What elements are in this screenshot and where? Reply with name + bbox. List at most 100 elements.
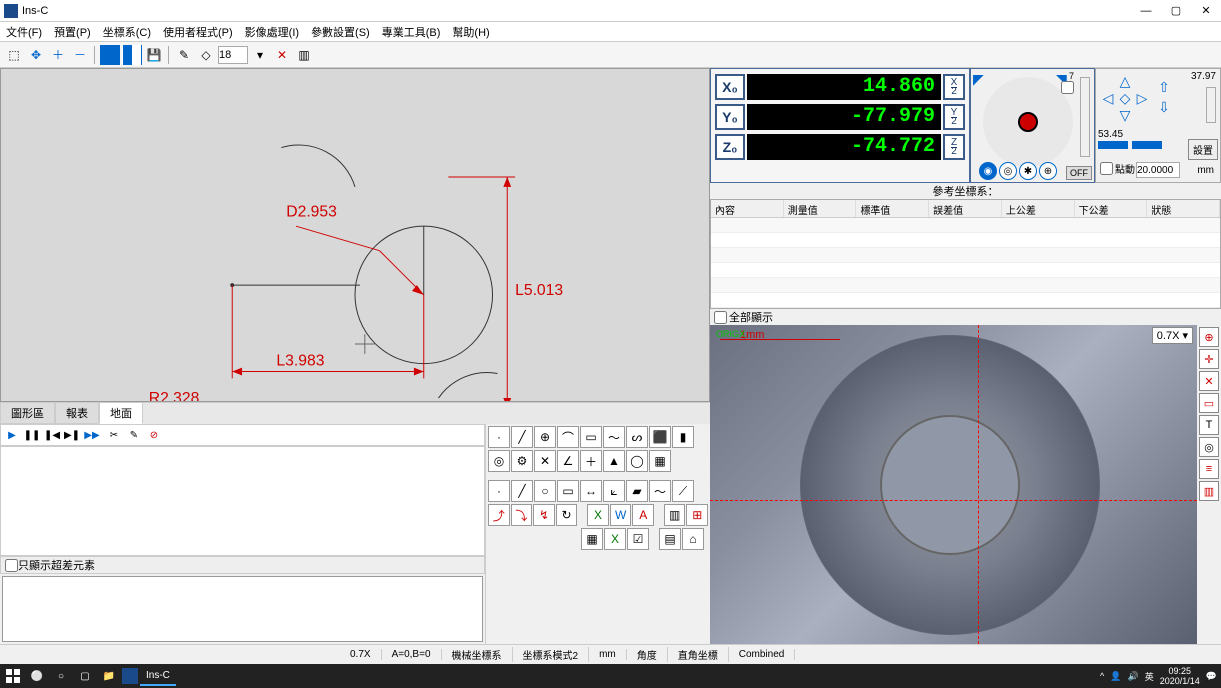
menu-file[interactable]: 文件(F) bbox=[0, 22, 48, 42]
cam-tool-cross-icon[interactable]: ✛ bbox=[1199, 349, 1219, 369]
tool-arc-icon[interactable]: ⌒ bbox=[557, 426, 579, 448]
focus-checkbox[interactable] bbox=[1061, 81, 1074, 94]
light-vslider[interactable] bbox=[1206, 87, 1216, 123]
mark-button[interactable]: ✎ bbox=[125, 426, 143, 444]
focus-slider[interactable] bbox=[1080, 77, 1090, 157]
tab-ground[interactable]: 地面 bbox=[99, 402, 143, 424]
tool2-wave-icon[interactable]: 〜 bbox=[649, 480, 671, 502]
fast-fwd-button[interactable]: ▶▶ bbox=[83, 426, 101, 444]
table-row[interactable] bbox=[711, 248, 1220, 263]
tool-image-icon[interactable]: ▲ bbox=[603, 450, 625, 472]
tb-partial-icon[interactable] bbox=[122, 45, 142, 65]
focus-mode2-button[interactable]: ◎ bbox=[999, 162, 1017, 180]
status-coord-sys[interactable]: 機械坐標系 bbox=[442, 647, 513, 662]
coord-move-icon[interactable]: ⤵ bbox=[511, 504, 533, 526]
tb-select-icon[interactable]: ⬚ bbox=[4, 45, 24, 65]
tool-angle-icon[interactable]: ∠ bbox=[557, 450, 579, 472]
table-row[interactable] bbox=[711, 263, 1220, 278]
col-error[interactable]: 誤差值 bbox=[929, 200, 1002, 217]
tb-edit-icon[interactable]: ✎ bbox=[174, 45, 194, 65]
col-measured[interactable]: 測量值 bbox=[784, 200, 857, 217]
tool2-circle-icon[interactable]: ○ bbox=[534, 480, 556, 502]
showall-checkbox[interactable] bbox=[714, 311, 727, 324]
tool2-rect-icon[interactable]: ▭ bbox=[557, 480, 579, 502]
menu-coord[interactable]: 坐標系(C) bbox=[97, 22, 157, 42]
cut-button[interactable]: ✂ bbox=[105, 426, 123, 444]
dro-x-axis[interactable]: X₀ bbox=[715, 74, 745, 100]
cam-tool-focus-icon[interactable]: ◎ bbox=[1199, 437, 1219, 457]
tool-curve-icon[interactable]: ᔕ bbox=[626, 426, 648, 448]
tool2-dist-icon[interactable]: ↔ bbox=[580, 480, 602, 502]
cam-tool-target-icon[interactable]: ⊕ bbox=[1199, 327, 1219, 347]
light-slider2[interactable] bbox=[1132, 141, 1162, 149]
close-button[interactable]: ✕ bbox=[1191, 0, 1221, 22]
tool-line-icon[interactable]: ╱ bbox=[511, 426, 533, 448]
tb-erase-icon[interactable]: ◇ bbox=[196, 45, 216, 65]
taskbar-app-label[interactable]: Ins-C bbox=[140, 666, 176, 686]
status-mode[interactable]: Combined bbox=[729, 649, 796, 660]
cam-tool-cols-icon[interactable]: ▥ bbox=[1199, 481, 1219, 501]
jog-left-button[interactable]: ◁ bbox=[1100, 90, 1116, 106]
tool-plus-icon[interactable]: ＋ bbox=[580, 450, 602, 472]
table-row[interactable] bbox=[711, 278, 1220, 293]
jog-zup-button[interactable]: ⇧ bbox=[1156, 79, 1172, 95]
minimize-button[interactable]: — bbox=[1131, 0, 1161, 22]
tool-circle-icon[interactable]: ⊕ bbox=[534, 426, 556, 448]
dro-z-half-button[interactable]: Z2 bbox=[943, 134, 965, 160]
status-unit[interactable]: mm bbox=[589, 649, 627, 660]
coord-axis-icon[interactable]: ↯ bbox=[533, 504, 555, 526]
export-xls-icon[interactable]: X bbox=[587, 504, 609, 526]
col-uptol[interactable]: 上公差 bbox=[1002, 200, 1075, 217]
export-chk-icon[interactable]: ☑ bbox=[627, 528, 649, 550]
camera-view[interactable]: 1mm ORIGX 0.7X ▾ bbox=[710, 325, 1197, 644]
tb-dropdown-icon[interactable]: ▾ bbox=[250, 45, 270, 65]
table-row[interactable] bbox=[711, 293, 1220, 308]
export-xls2-icon[interactable]: X bbox=[604, 528, 626, 550]
jog-up-button[interactable]: △ bbox=[1117, 73, 1133, 89]
col-content[interactable]: 內容 bbox=[711, 200, 784, 217]
cam-tool-text-icon[interactable]: T bbox=[1199, 415, 1219, 435]
tool-rect-icon[interactable]: ▭ bbox=[580, 426, 602, 448]
dro-y-axis[interactable]: Y₀ bbox=[715, 104, 745, 130]
tray-notifications-icon[interactable]: 💬 bbox=[1206, 671, 1217, 682]
tool-wave-icon[interactable]: 〜 bbox=[603, 426, 625, 448]
measurement-table[interactable]: 內容 測量值 標準值 誤差值 上公差 下公差 狀態 bbox=[710, 199, 1221, 309]
tool2-para-icon[interactable]: ▰ bbox=[626, 480, 648, 502]
status-angle[interactable]: 角度 bbox=[627, 647, 668, 662]
tool2-point-icon[interactable]: · bbox=[488, 480, 510, 502]
dro-y-half-button[interactable]: Y2 bbox=[943, 104, 965, 130]
tool-gear-icon[interactable]: ⚙ bbox=[511, 450, 533, 472]
coord-rot-icon[interactable]: ↻ bbox=[556, 504, 578, 526]
cam-zoom-select[interactable]: 0.7X ▾ bbox=[1152, 327, 1193, 344]
tool-edge-icon[interactable]: ▮ bbox=[672, 426, 694, 448]
tool2-zig-icon[interactable]: ⟋ bbox=[672, 480, 694, 502]
layout-home-icon[interactable]: ⌂ bbox=[682, 528, 704, 550]
cam-tool-x-icon[interactable]: ✕ bbox=[1199, 371, 1219, 391]
settings-button[interactable]: 設置 bbox=[1188, 139, 1218, 160]
status-cart[interactable]: 直角坐標 bbox=[668, 647, 729, 662]
tray-volume-icon[interactable]: 🔊 bbox=[1128, 671, 1139, 682]
focus-mode3-button[interactable]: ✱ bbox=[1019, 162, 1037, 180]
error-list[interactable] bbox=[2, 576, 483, 642]
tb-delete-icon[interactable]: ✕ bbox=[272, 45, 292, 65]
tb-fill-icon[interactable] bbox=[100, 45, 120, 65]
focus-circle[interactable] bbox=[983, 77, 1073, 167]
status-coord-mode[interactable]: 坐標系模式2 bbox=[513, 647, 590, 662]
tb-columns-icon[interactable]: ▥ bbox=[294, 45, 314, 65]
jog-zdown-button[interactable]: ⇩ bbox=[1156, 99, 1172, 115]
menu-pro-tools[interactable]: 專業工具(B) bbox=[376, 22, 447, 42]
table-row[interactable] bbox=[711, 233, 1220, 248]
program-list[interactable] bbox=[0, 446, 485, 556]
taskbar-app-icon[interactable] bbox=[122, 668, 138, 684]
coord-origin-icon[interactable]: ⤴ bbox=[488, 504, 510, 526]
menu-preset[interactable]: 預置(P) bbox=[48, 22, 97, 42]
tray-clock[interactable]: 09:25 2020/1/14 bbox=[1160, 666, 1200, 686]
jog-right-button[interactable]: ▷ bbox=[1134, 90, 1150, 106]
table-row[interactable] bbox=[711, 218, 1220, 233]
taskbar-explorer-icon[interactable]: 📁 bbox=[98, 666, 120, 686]
drawing-canvas[interactable]: D2.953 L5.013 L3.983 R2.328 bbox=[0, 68, 710, 402]
jog-center-button[interactable]: ◇ bbox=[1117, 90, 1133, 106]
stop-record-button[interactable]: ⊘ bbox=[145, 426, 163, 444]
step-input[interactable] bbox=[1136, 162, 1180, 178]
tool-target-icon[interactable]: ◎ bbox=[488, 450, 510, 472]
